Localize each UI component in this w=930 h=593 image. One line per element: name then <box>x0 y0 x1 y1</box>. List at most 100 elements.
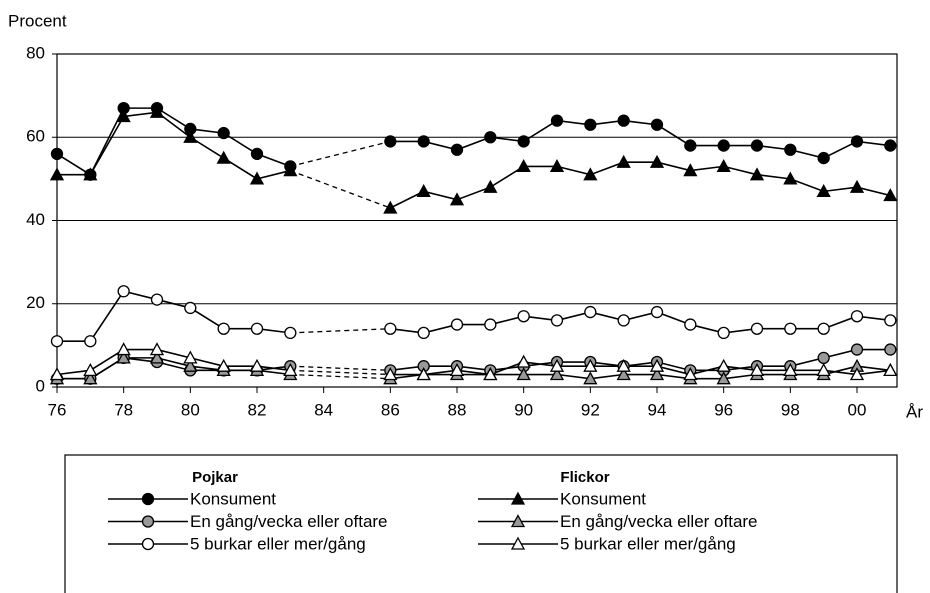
marker <box>884 314 897 327</box>
marker <box>550 314 564 327</box>
legend-marker <box>141 537 155 551</box>
y-tick-label: 40 <box>26 210 45 229</box>
series-line <box>389 161 891 209</box>
marker <box>83 371 98 385</box>
marker <box>116 342 131 356</box>
marker <box>816 362 831 377</box>
marker <box>650 305 664 319</box>
marker <box>883 362 898 377</box>
gap-connector <box>290 369 391 376</box>
marker <box>584 118 597 131</box>
marker <box>250 147 264 161</box>
marker <box>149 350 165 364</box>
marker <box>716 358 731 372</box>
legend-label: Konsument <box>190 489 276 508</box>
x-tick-label: 92 <box>581 400 600 419</box>
marker <box>583 371 598 385</box>
x-tick-label: 96 <box>714 400 733 419</box>
series-line <box>390 311 891 334</box>
marker <box>750 322 764 335</box>
x-tick-label: 98 <box>781 400 800 419</box>
marker <box>850 343 864 356</box>
marker <box>683 367 698 381</box>
marker <box>750 139 764 152</box>
marker <box>49 167 65 181</box>
marker <box>49 367 65 381</box>
x-tick-label: 78 <box>114 400 133 419</box>
marker <box>549 367 565 381</box>
marker <box>716 371 731 385</box>
marker <box>516 367 531 381</box>
marker <box>616 154 631 168</box>
x-tick-label: 94 <box>648 400 667 419</box>
legend-title: Pojkar <box>192 469 238 486</box>
marker <box>116 350 131 364</box>
marker <box>283 362 298 377</box>
plot-frame <box>56 53 898 388</box>
marker <box>216 150 231 164</box>
marker <box>616 358 631 372</box>
marker <box>250 322 264 335</box>
marker <box>550 114 564 127</box>
marker <box>217 126 230 140</box>
legend-label: Konsument <box>560 489 646 508</box>
marker <box>149 342 165 356</box>
marker <box>516 354 531 368</box>
series-line <box>390 348 891 372</box>
marker <box>749 362 765 377</box>
gap-connector <box>290 328 391 334</box>
marker <box>849 367 865 381</box>
marker <box>83 362 98 377</box>
marker <box>649 367 665 381</box>
marker <box>50 335 64 348</box>
legend-marker <box>141 515 155 528</box>
marker <box>117 285 130 298</box>
legend-marker <box>510 514 526 528</box>
marker <box>516 159 531 173</box>
marker <box>384 135 397 148</box>
marker <box>583 358 598 372</box>
marker <box>784 143 797 156</box>
gap-connector <box>290 365 391 371</box>
marker <box>817 322 830 335</box>
marker <box>816 184 831 198</box>
marker <box>183 129 198 143</box>
marker <box>149 104 165 118</box>
legend-marker <box>510 491 526 505</box>
legend-label: 5 burkar eller mer/gång <box>190 534 366 553</box>
x-tick-label: 86 <box>381 400 400 419</box>
series-line <box>56 348 291 376</box>
marker <box>784 322 797 335</box>
marker <box>450 143 464 156</box>
marker <box>450 318 464 331</box>
legend-box <box>64 454 898 593</box>
series-line <box>390 119 891 159</box>
marker <box>584 305 597 319</box>
marker <box>517 310 530 323</box>
x-tick-label: 88 <box>448 400 467 419</box>
marker <box>817 151 830 165</box>
marker <box>549 159 565 173</box>
marker <box>150 293 164 306</box>
marker <box>217 322 230 335</box>
x-tick-label: 82 <box>248 400 267 419</box>
marker <box>884 343 897 356</box>
marker <box>617 314 630 327</box>
marker <box>183 350 198 364</box>
marker <box>684 318 697 331</box>
gap-connector <box>290 169 391 209</box>
x-tick-label: 80 <box>181 400 200 419</box>
gap-connector <box>290 140 391 168</box>
series-line <box>57 111 291 180</box>
marker <box>549 358 565 372</box>
marker <box>817 351 830 365</box>
series-line <box>56 107 291 176</box>
marker <box>716 159 731 173</box>
y-tick-label: 20 <box>26 293 45 312</box>
marker <box>184 301 197 315</box>
y-tick-label: 0 <box>36 376 45 395</box>
marker <box>249 358 265 372</box>
marker <box>383 200 398 214</box>
legend-label: En gång/vecka eller oftare <box>190 512 388 531</box>
marker <box>683 163 698 177</box>
